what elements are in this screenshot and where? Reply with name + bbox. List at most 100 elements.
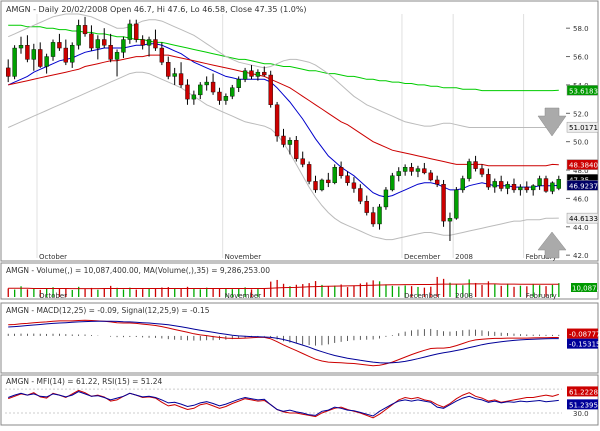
volume-bar: [26, 289, 29, 297]
volume-bar: [558, 283, 560, 297]
price-label-text: 53.6183: [569, 87, 598, 95]
overlay-line-ma-trend: [8, 24, 559, 92]
candle-body: [146, 39, 152, 46]
candle-body: [223, 96, 229, 101]
candle-body: [268, 74, 273, 105]
candle-body: [531, 185, 536, 191]
volume-bar: [455, 284, 458, 297]
down-arrow-icon: [537, 107, 567, 137]
price-y-tick: 46.0: [573, 195, 589, 203]
candle-body: [204, 81, 209, 86]
volume-bar: [474, 282, 477, 297]
price-label-text: 46.9237: [569, 182, 598, 190]
price-label-box: [566, 85, 599, 96]
macd-label-box: [567, 338, 598, 349]
candle-body: [351, 182, 357, 189]
candle-body: [313, 181, 318, 191]
volume-ma-line: [8, 283, 559, 290]
candle-body: [89, 33, 94, 49]
volume-bar: [212, 288, 214, 297]
volume-bar: [174, 288, 176, 297]
candle-body: [217, 91, 222, 101]
macd-label-box: [567, 328, 598, 339]
volume-bar: [270, 281, 272, 297]
candle-body: [255, 71, 261, 77]
volume-bar: [353, 285, 355, 297]
candle-body: [537, 178, 542, 186]
price-y-tick: 58.0: [573, 25, 589, 33]
volume-bar: [442, 278, 445, 297]
price-y-tick: 48.0: [573, 167, 589, 175]
volume-bar: [167, 287, 169, 297]
candle-body: [402, 167, 408, 172]
volume-bar: [90, 287, 93, 297]
price-panel-header: AMGN - Daily 20/02/2008 Open 46.7, Hi 47…: [6, 5, 307, 14]
candle-body: [18, 45, 24, 49]
volume-bar: [225, 288, 227, 297]
volume-bar: [282, 283, 285, 297]
candle-body: [198, 84, 203, 96]
volume-bar: [506, 283, 509, 297]
candle-body: [383, 189, 389, 208]
candle-body: [332, 167, 337, 184]
mfi-panel-header: AMGN - MFI(14) = 61.22, RSI(15) = 51.24: [6, 377, 163, 386]
volume-bar: [481, 285, 483, 297]
candle-body: [281, 135, 286, 145]
volume-bar: [142, 289, 144, 297]
volume-bar: [46, 288, 48, 297]
candle-body: [294, 140, 299, 159]
candle-body: [166, 62, 171, 77]
volume-bar: [526, 286, 528, 297]
candle-body: [358, 188, 363, 202]
candle-body: [114, 52, 120, 60]
macd-label-text: -0.15315: [569, 341, 600, 349]
volume-bar: [538, 285, 541, 297]
price-label-text: 44.6133: [569, 215, 598, 223]
price-y-tick: 50.0: [573, 139, 589, 147]
candle-body: [63, 47, 69, 63]
volume-bar: [33, 288, 35, 297]
candle-body: [76, 25, 81, 46]
mfi-label-box: [567, 386, 598, 397]
volume-bar: [250, 289, 253, 297]
mfi-label-text: 51.2395: [569, 401, 598, 409]
candle-body: [415, 168, 421, 172]
candle-body: [319, 179, 325, 191]
volume-bar: [110, 285, 112, 297]
volume-bar: [302, 284, 304, 297]
volume-bar: [308, 283, 310, 297]
price-x-label: December: [404, 253, 440, 261]
volume-bar: [7, 288, 9, 297]
candle-body: [326, 179, 331, 184]
candle-body: [377, 206, 382, 225]
volume-bar: [321, 284, 323, 297]
price-panel: AMGN - Daily 20/02/2008 Open 46.7, Hi 47…: [0, 0, 599, 262]
volume-bar: [398, 286, 400, 297]
candle-body: [338, 167, 344, 176]
volume-x-label: 2008: [455, 292, 473, 300]
candle-body: [441, 184, 446, 222]
volume-bar: [276, 279, 278, 297]
mfi-rsi-lines: [8, 389, 559, 419]
volume-bar: [186, 286, 189, 297]
macd-panel: AMGN - MACD(12,25) = -0.09, Signal(12,25…: [0, 302, 600, 374]
candle-body: [172, 73, 177, 77]
price-y-tick: 52.0: [573, 110, 589, 118]
price-label-box: [566, 212, 599, 224]
candle-body: [492, 181, 497, 188]
candle-body: [262, 71, 267, 76]
volume-bar: [244, 287, 246, 297]
volume-bar: [404, 285, 406, 297]
candle-body: [102, 39, 107, 46]
volume-bar: [289, 286, 291, 297]
volume-bar: [385, 284, 387, 297]
candle-body: [236, 79, 241, 88]
volume-bar: [257, 289, 259, 297]
candle-body: [44, 56, 49, 67]
volume-x-label: December: [404, 292, 440, 300]
candle-body: [134, 23, 139, 40]
volume-bar: [84, 288, 86, 297]
candle-body: [191, 94, 197, 100]
volume-bar: [334, 285, 336, 297]
